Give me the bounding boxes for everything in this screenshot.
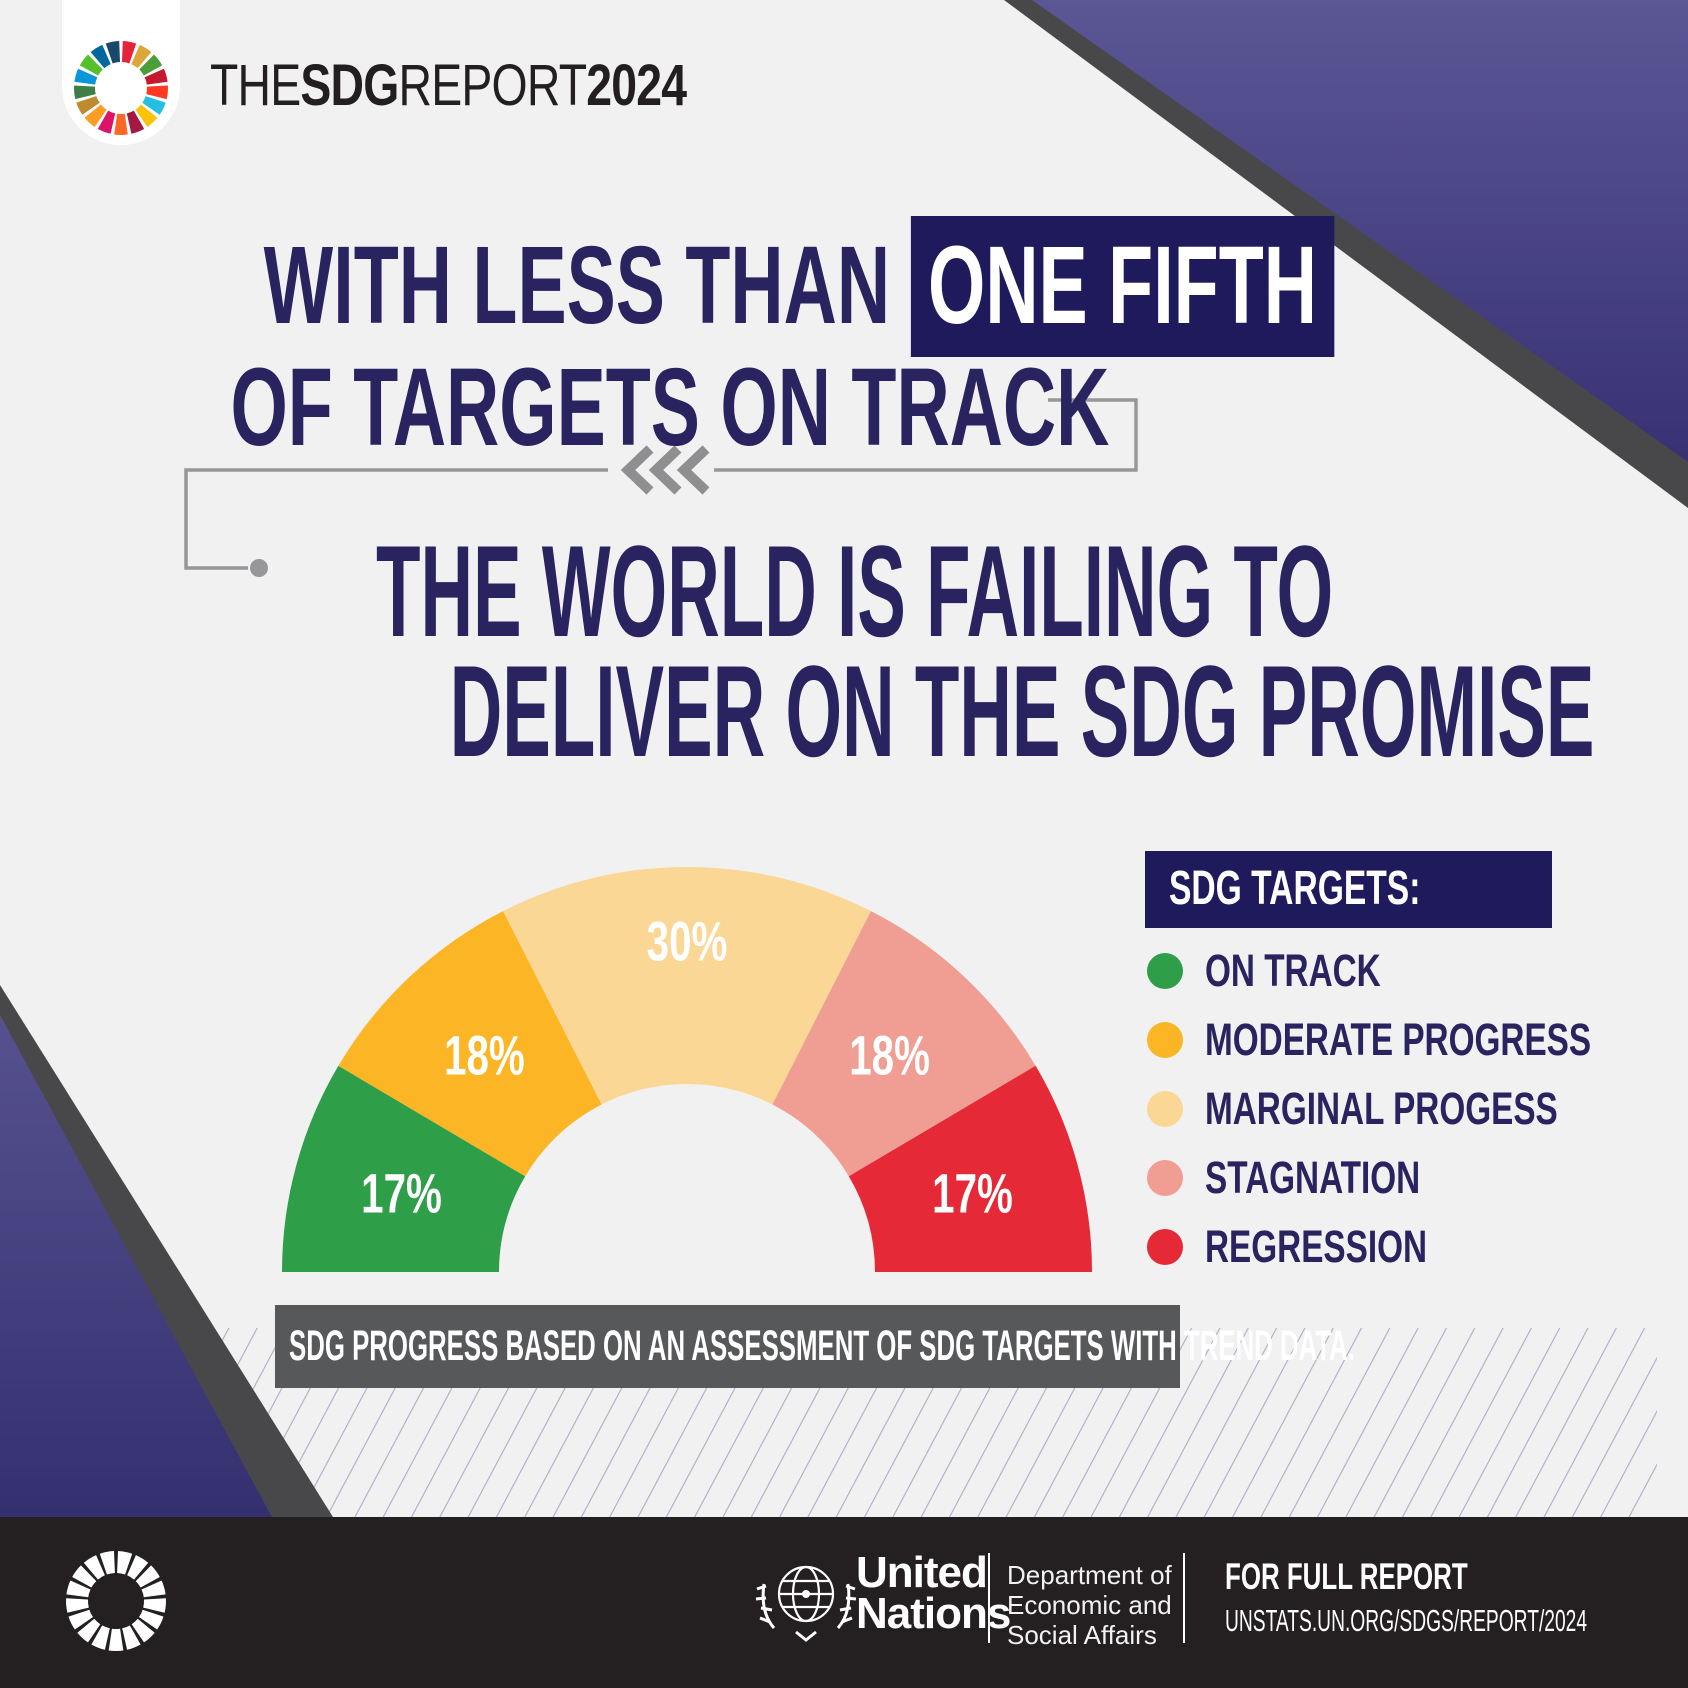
corner-purple-triangle [1032,0,1688,462]
gauge-percent-label: 18% [444,1025,525,1087]
connector-lines [184,398,1138,570]
legend-dot-icon [1147,1021,1183,1058]
sdg-wheel-segment [126,110,145,134]
title-2024: 2024 [586,53,687,118]
legend-label: MARGINAL PROGESS [1205,1082,1558,1134]
legend-title: SDG TARGETS: [1145,851,1553,928]
legend-item: ON TRACK [1147,936,1688,1005]
gauge-percent-label: 30% [647,911,728,973]
caption-bar: SDG PROGRESS BASED ON AN ASSESSMENT OF S… [275,1305,1355,1388]
headline-line2: OF TARGETS ON TRACK [230,346,1110,469]
legend-label: ON TRACK [1205,944,1381,996]
gauge-percent-label: 17% [361,1163,442,1225]
footer-divider-2 [1183,1553,1185,1643]
chevrons-left-icon [620,445,710,495]
headline-line1: WITH LESS THAN ONE FIFTH [0,216,1340,357]
subheadline-line1: THE WORLD IS FAILING TO [376,518,1334,664]
gauge-percent-label: 17% [932,1163,1013,1225]
footer-divider-1 [988,1553,990,1643]
headline-highlight: ONE FIFTH [910,216,1335,357]
legend-item: MARGINAL PROGESS [1147,1074,1688,1143]
title-the: THE [210,53,301,118]
subheadline-line2: DELIVER ON THE SDG PROMISE [449,638,1595,784]
title-report: REPORT [398,53,588,118]
sdg-wheel-logo [74,41,168,135]
legend-dot-icon [1147,1228,1183,1265]
gauge-segment-stagnation [772,911,1036,1177]
sdg-wheel-segment [84,104,107,127]
sdg-wheel-segment [122,41,137,64]
title-sdg: SDG [300,53,399,118]
sdg-wheel-icon [74,41,168,135]
sdg-wheel-segment [139,54,163,76]
corner-bottom-left [0,985,333,1517]
gauge-segment-regression [848,1065,1092,1272]
legend-item: MODERATE PROGRESS [1147,1005,1688,1074]
legend-dot-icon [1147,1090,1183,1127]
legend-label: MODERATE PROGRESS [1205,1013,1592,1065]
sdg-wheel-segment [105,41,120,64]
sdg-wheel-segment [76,96,100,115]
corner-top-right [1004,0,1688,508]
sdg-wheel-segment [114,113,128,135]
sdg-wheel-segment [97,110,116,134]
sdg-wheel-segment [74,85,96,100]
connector-dot [250,559,268,577]
connector-right [714,398,1138,472]
sdg-wheel-segment [135,104,158,127]
un-wordmark: United Nations [856,1548,1011,1639]
report-url: UNSTATS.UN.ORG/SDGS/REPORT/2024 [1225,1603,1588,1638]
corner-purple-triangle [0,1015,272,1517]
legend-dot-icon [1147,952,1183,989]
legend: ON TRACK MODERATE PROGRESS MARGINAL PROGES… [1147,936,1688,1281]
legend-label: STAGNATION [1205,1151,1421,1203]
legend-item: REGRESSION [1147,1212,1688,1281]
legend-dot-icon [1147,1159,1183,1196]
sdg-wheel-segment [146,85,168,100]
sdg-wheel-segment [131,44,152,69]
sdg-wheel-segment [74,68,98,85]
headline-prefix: WITH LESS THAN [263,224,891,347]
sdg-wheel-segment [144,68,168,85]
report-cta-label: FOR FULL REPORT [1225,1556,1468,1597]
report-title: THESDGREPORT2024 [210,52,805,119]
sdg-wheel-segment [90,44,111,69]
gauge-segment-on-track [282,1065,526,1272]
sdg-wheel-segment [79,54,103,76]
gauge-segment-moderate-progress [338,911,602,1177]
gauge-segment-marginal-progess [503,866,871,1105]
connector-left [184,468,608,570]
legend-item: STAGNATION [1147,1143,1688,1212]
legend-label: REGRESSION [1205,1220,1428,1272]
footer-department: Department of Economic and Social Affair… [1007,1560,1172,1651]
gauge-segments: 17% 18% 30% 18% 17% [282,866,1092,1272]
sdg-wheel-segment [142,96,166,115]
caption-text: SDG PROGRESS BASED ON AN ASSESSMENT OF S… [289,1322,1355,1370]
gauge-percent-label: 18% [849,1025,930,1087]
